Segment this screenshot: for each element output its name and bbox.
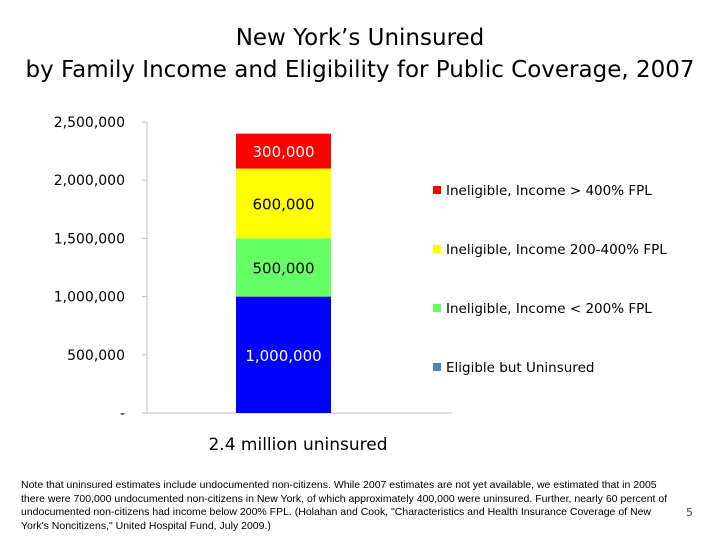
bar-segment bbox=[236, 133, 331, 169]
y-tick-label: 2,500,000 bbox=[54, 115, 125, 131]
chart-title-line1: New York’s Uninsured bbox=[235, 25, 485, 51]
legend-label: Ineligible, Income < 200% FPL bbox=[446, 301, 652, 317]
legend-swatch bbox=[433, 363, 441, 371]
y-tick-label: 500,000 bbox=[67, 348, 125, 364]
legend-swatch bbox=[433, 245, 441, 253]
data-label: 1,000,000 bbox=[245, 347, 321, 365]
y-tick-label: - bbox=[120, 406, 125, 422]
bar-segment bbox=[236, 238, 331, 297]
legend-label: Ineligible, Income 200-400% FPL bbox=[446, 242, 667, 258]
legend-swatch bbox=[433, 186, 441, 194]
x-axis-label: 2.4 million uninsured bbox=[208, 435, 387, 455]
chart-title-line2: by Family Income and Eligibility for Pub… bbox=[25, 57, 695, 83]
y-tick-label: 2,000,000 bbox=[54, 173, 125, 189]
legend-label: Eligible but Uninsured bbox=[446, 360, 594, 376]
page-number: 5 bbox=[686, 506, 693, 519]
stacked-bar-chart: - 500,000 1,000,000 1,500,000 2,000,000 2,500… bbox=[54, 115, 668, 455]
legend-label: Ineligible, Income > 400% FPL bbox=[446, 183, 652, 199]
footnote: Note that uninsured estimates include un… bbox=[21, 479, 668, 532]
y-tick-label: 1,500,000 bbox=[54, 231, 125, 247]
bar-segment bbox=[236, 296, 331, 413]
bar-segment bbox=[236, 168, 331, 239]
data-label: 500,000 bbox=[252, 260, 314, 278]
data-label: 600,000 bbox=[252, 195, 314, 213]
data-label: 300,000 bbox=[252, 143, 314, 161]
legend-swatch bbox=[433, 304, 441, 312]
y-tick-label: 1,000,000 bbox=[54, 290, 125, 306]
